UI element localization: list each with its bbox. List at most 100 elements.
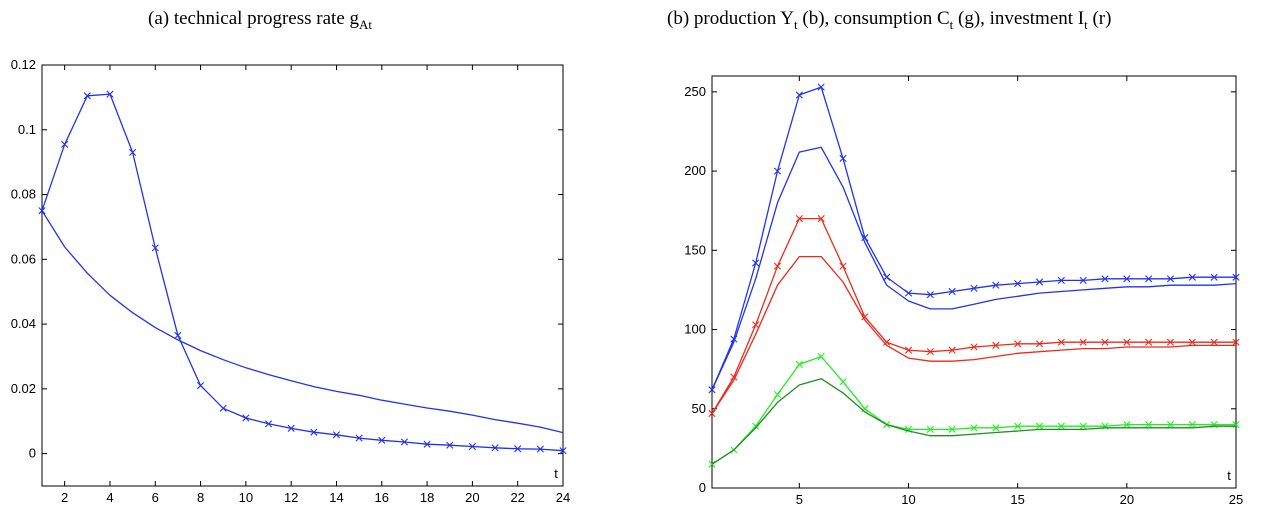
data-point: [151, 244, 159, 252]
series-line: [711, 355, 1236, 465]
x-tick-label: 10: [901, 492, 915, 507]
marker-stroke: [468, 442, 476, 451]
data-point: [839, 262, 847, 270]
data-point: [926, 348, 934, 356]
data-point: [839, 154, 847, 162]
data-point: [378, 436, 386, 444]
marker-stroke: [151, 244, 159, 252]
marker-stroke: [196, 382, 205, 390]
data-point: [904, 346, 913, 354]
marker-stroke: [1014, 422, 1022, 430]
x-tick-label: 6: [152, 490, 159, 505]
marker-stroke: [1188, 273, 1196, 281]
data-point: [1145, 275, 1153, 283]
marker-stroke: [839, 262, 847, 270]
marker-stroke: [926, 348, 934, 356]
marker-stroke: [1035, 278, 1044, 286]
y-tick-label: 0.1: [18, 122, 36, 137]
data-point: [219, 404, 227, 412]
marker-stroke: [773, 262, 782, 270]
marker-stroke: [773, 390, 782, 399]
data-point: [1101, 338, 1109, 346]
data-point: [468, 442, 476, 451]
data-point: [795, 91, 803, 99]
data-point: [883, 338, 891, 346]
marker-stroke: [83, 92, 91, 100]
data-point: [1123, 338, 1131, 346]
marker-stroke: [1210, 338, 1218, 346]
marker-stroke: [446, 441, 454, 449]
marker-stroke: [400, 438, 409, 446]
series-line: [711, 146, 1237, 391]
y-tick-label: 200: [684, 163, 706, 178]
marker-stroke: [904, 346, 913, 354]
marker-stroke: [1014, 279, 1022, 288]
data-point: [129, 148, 137, 157]
data-point: [1166, 275, 1175, 283]
data-point: [1035, 340, 1044, 348]
x-tick-label: 10: [239, 490, 253, 505]
x-tick-label: 14: [329, 490, 343, 505]
data-point: [264, 420, 273, 428]
data-point: [1232, 338, 1240, 346]
data-point: [400, 438, 409, 446]
marker-stroke: [1188, 421, 1196, 429]
series-line: [41, 93, 564, 452]
chart-b-title: (b) production Yt (b), consumption Ct (g…: [667, 8, 1111, 33]
data-point: [795, 215, 803, 223]
marker-stroke: [752, 259, 760, 267]
data-point: [817, 83, 825, 91]
marker-stroke: [242, 414, 250, 422]
data-point: [1035, 278, 1044, 286]
chart-b-title-text-4: (r): [1087, 8, 1112, 29]
chart-b-title-sub-1: t: [794, 16, 798, 32]
data-point: [773, 167, 782, 175]
chart-0: 2 4 6 8 10 12 14 16 18 20 22 2400.020.040.060.080.1…: [11, 57, 571, 505]
marker-stroke: [1232, 273, 1240, 281]
data-point: [287, 424, 295, 432]
marker-stroke: [926, 425, 934, 433]
marker-stroke: [1123, 421, 1131, 429]
y-tick-label: 0.08: [11, 187, 36, 202]
marker-stroke: [129, 148, 137, 157]
marker-stroke: [423, 440, 431, 448]
data-point: [196, 382, 205, 390]
data-point: [1188, 421, 1196, 429]
data-point: [970, 343, 978, 351]
marker-stroke: [61, 140, 69, 148]
data-point: [491, 444, 499, 452]
data-point: [773, 262, 782, 270]
marker-stroke: [948, 425, 956, 433]
marker-stroke: [559, 447, 567, 455]
data-point: [1210, 338, 1218, 346]
data-point: [559, 447, 567, 455]
marker-stroke: [1035, 422, 1044, 430]
data-point: [926, 291, 934, 299]
x-tick-label: 22: [510, 490, 524, 505]
data-point: [1188, 338, 1196, 346]
data-point: [970, 284, 978, 292]
marker-stroke: [1166, 275, 1175, 283]
data-point: [242, 414, 250, 422]
marker-stroke: [926, 291, 934, 299]
chart-a-title-text: (a) technical progress rate g: [148, 8, 360, 29]
marker-stroke: [795, 360, 803, 368]
marker-stroke: [1145, 275, 1153, 283]
marker-stroke: [1057, 422, 1065, 430]
data-point: [1014, 422, 1022, 430]
data-point: [1166, 421, 1175, 429]
data-point: [948, 425, 956, 433]
marker-stroke: [264, 420, 273, 428]
marker-stroke: [514, 445, 522, 453]
chart-b-title-text-2: (b), consumption C: [797, 8, 950, 29]
data-point: [1232, 273, 1240, 281]
y-tick-label: 0.04: [11, 316, 36, 331]
y-tick-label: 0.02: [11, 381, 36, 396]
data-point: [1123, 275, 1131, 283]
data-point: [1057, 276, 1065, 285]
marker-stroke: [1079, 422, 1087, 430]
marker-stroke: [817, 83, 825, 91]
x-tick-label: 20: [465, 490, 479, 505]
data-point: [926, 425, 934, 433]
